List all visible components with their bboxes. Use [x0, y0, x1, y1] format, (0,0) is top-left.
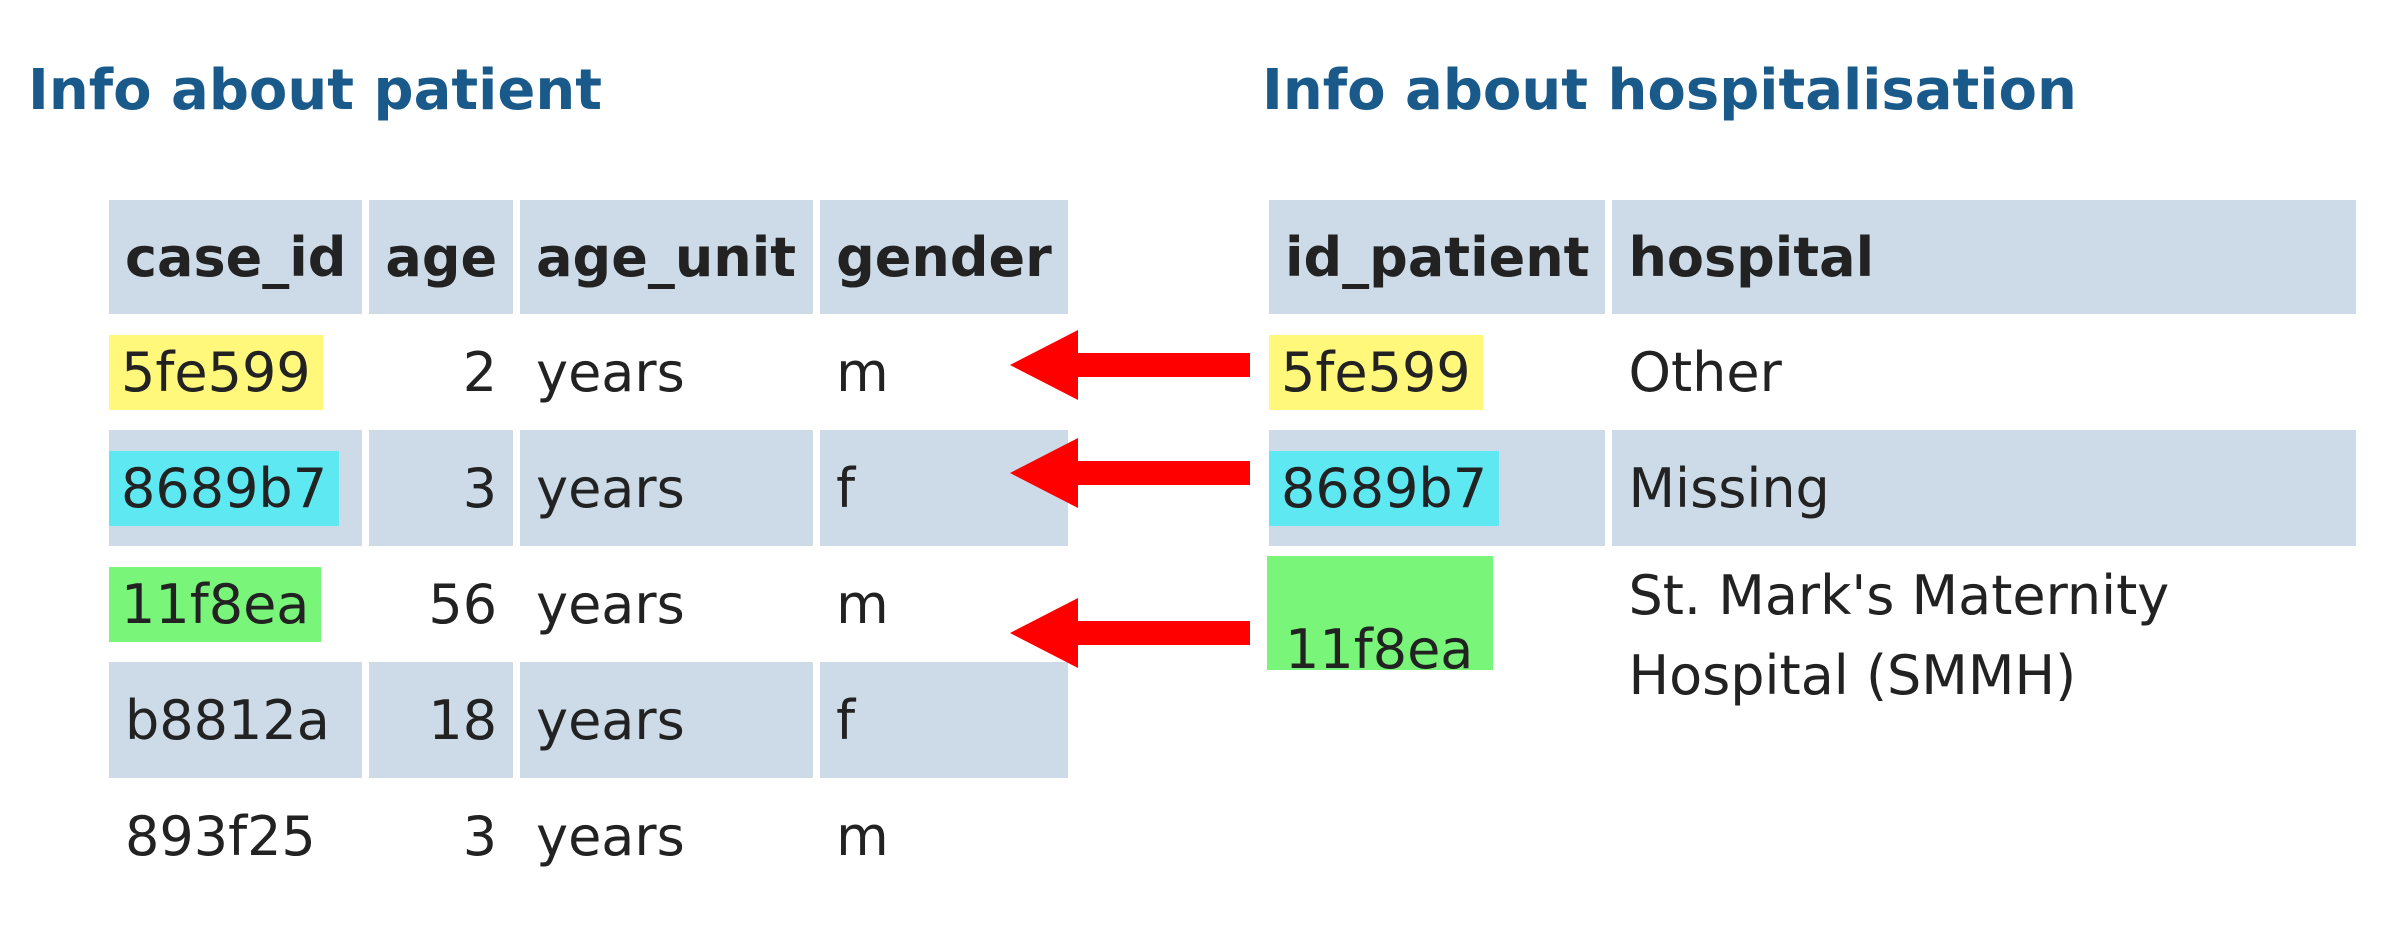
arrow-shaft	[1070, 353, 1250, 377]
id-patient-cell: 11f8ea	[1267, 546, 1605, 734]
arrow-shaft	[1070, 621, 1250, 645]
case-id-cell: b8812a	[109, 662, 363, 778]
hospital-cell: St. Mark's Maternity Hospital (SMMH)	[1628, 564, 2170, 707]
gender-cell: m	[836, 804, 889, 868]
case-id-cell: 8689b7	[109, 430, 363, 546]
arrow-head	[1010, 438, 1078, 508]
table-row: b8812a 18 years f	[109, 662, 1068, 778]
age-cell: 3	[462, 804, 498, 868]
id-patient-cell: 5fe599	[1269, 314, 1605, 430]
patient-table: case_id age age_unit gender 5fe599 2 yea…	[102, 200, 1075, 894]
column-header-id-patient: id_patient	[1269, 200, 1606, 314]
age-unit-cell: years	[536, 804, 685, 868]
age-cell: 18	[369, 662, 514, 778]
column-header-age: age	[369, 200, 514, 314]
highlighted-id-patient: 11f8ea	[1267, 556, 1494, 670]
age-unit-cell: years	[536, 340, 685, 404]
table-header-row: case_id age age_unit gender	[109, 200, 1068, 314]
column-header-gender: gender	[820, 200, 1068, 314]
link-arrow-8689b7	[1010, 438, 1250, 508]
arrow-head	[1010, 598, 1078, 668]
hospital-cell: Other	[1628, 340, 1782, 404]
column-header-hospital: hospital	[1612, 200, 2357, 314]
gender-cell: m	[836, 340, 889, 404]
age-unit-cell: years	[520, 430, 814, 546]
age-unit-cell: years	[520, 662, 814, 778]
id-patient-cell: 8689b7	[1269, 430, 1606, 546]
patient-table-title: Info about patient	[28, 58, 602, 123]
case-id-cell: 893f25	[125, 804, 316, 868]
table-row: 11f8ea 56 years m	[109, 546, 1068, 662]
gender-cell: m	[836, 572, 889, 636]
column-header-case-id: case_id	[109, 200, 363, 314]
table-row: 8689b7 Missing	[1269, 430, 2357, 546]
table-header-row: id_patient hospital	[1269, 200, 2357, 314]
gender-cell: f	[820, 662, 1068, 778]
table-row: 5fe599 Other	[1269, 314, 2356, 430]
hospitalisation-table: id_patient hospital 5fe599 Other 8689b7 …	[1262, 200, 2363, 734]
age-cell: 2	[462, 340, 498, 404]
hospital-cell: Missing	[1612, 430, 2357, 546]
arrow-shaft	[1070, 461, 1250, 485]
table-row: 893f25 3 years m	[109, 778, 1068, 894]
arrow-head	[1010, 330, 1078, 400]
column-header-age-unit: age_unit	[520, 200, 814, 314]
highlighted-case-id: 8689b7	[109, 450, 340, 526]
highlighted-case-id: 5fe599	[109, 334, 323, 410]
highlighted-case-id: 11f8ea	[109, 566, 322, 642]
highlighted-id-patient: 5fe599	[1269, 334, 1483, 410]
gender-cell: f	[820, 430, 1068, 546]
age-cell: 3	[369, 430, 514, 546]
age-unit-cell: years	[536, 572, 685, 636]
hospitalisation-table-title: Info about hospitalisation	[1262, 58, 2077, 123]
table-row: 5fe599 2 years m	[109, 314, 1068, 430]
link-arrow-11f8ea	[1010, 598, 1250, 668]
table-row: 11f8ea St. Mark's Maternity Hospital (SM…	[1267, 546, 2356, 734]
case-id-cell: 5fe599	[109, 314, 362, 430]
highlighted-id-patient: 8689b7	[1269, 450, 1500, 526]
age-cell: 56	[428, 572, 498, 636]
link-arrow-5fe599	[1010, 330, 1250, 400]
table-row: 8689b7 3 years f	[109, 430, 1068, 546]
case-id-cell: 11f8ea	[109, 546, 362, 662]
